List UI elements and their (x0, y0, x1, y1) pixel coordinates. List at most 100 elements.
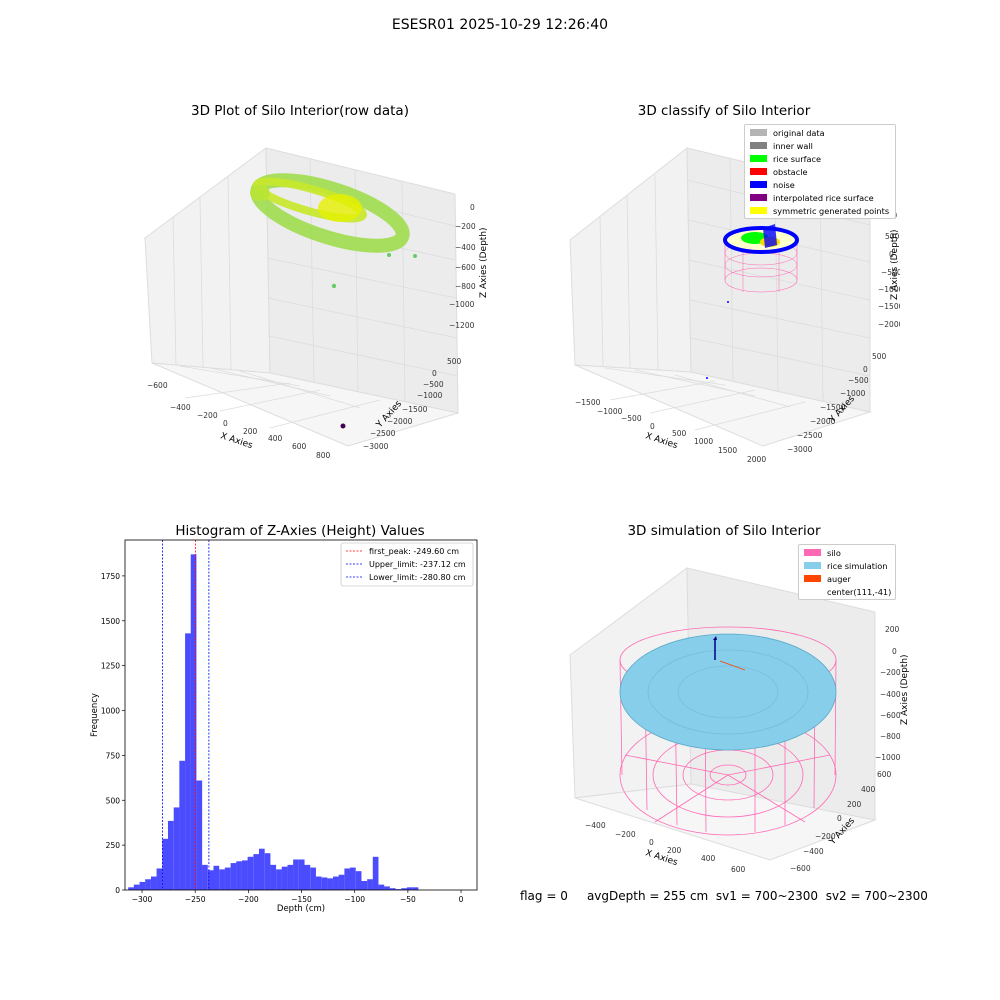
histogram-bar (355, 871, 362, 890)
classify-ytick: −500 (848, 376, 869, 385)
raw-ztick: −1000 (449, 300, 475, 309)
histogram-bar (253, 854, 260, 890)
histogram-bar (133, 884, 140, 890)
raw-point-cloud (250, 173, 417, 429)
simulation-legend-item: auger (799, 572, 895, 585)
histogram-bar (190, 554, 197, 890)
histogram-ytick-label: 0 (115, 886, 120, 895)
simulation-3d-plot: −400 −200 0 200 400 600 600 400 200 0 −2… (569, 567, 910, 874)
sim-ztick: −800 (880, 732, 901, 741)
auger (713, 636, 746, 671)
simulation-legend-item: rice simulation (799, 559, 895, 572)
avg-depth-value: avgDepth = 255 cm (586, 889, 709, 903)
sim-xtick: −200 (615, 830, 636, 839)
classify-ytick: −3000 (787, 445, 813, 454)
histogram-bar (338, 874, 345, 890)
histogram-bar (304, 864, 311, 890)
classify-ztick: 500 (885, 232, 900, 241)
histogram-bar (150, 876, 157, 890)
sim-ytick: 200 (847, 800, 862, 809)
histogram-ytick-label: 750 (106, 751, 121, 760)
simulation-legend-swatch (804, 549, 821, 556)
histogram-bar (350, 867, 356, 890)
rice-simulation-surface (619, 633, 837, 751)
raw-xtick: 600 (292, 442, 307, 451)
raw-xtick: 200 (243, 427, 258, 436)
histogram-bar (327, 878, 333, 890)
classify-ytick: −2000 (810, 417, 836, 426)
sim-ztick: −600 (880, 711, 901, 720)
histogram-xtick-label: −50 (400, 895, 416, 904)
classify-legend-label: rice surface (773, 153, 822, 164)
raw-ytick: 500 (447, 357, 462, 366)
simulation-legend-swatch (804, 562, 821, 569)
histogram-bar (384, 886, 390, 890)
histogram-reference-lines (162, 540, 210, 890)
histogram-bar (270, 864, 277, 890)
raw-xtick: 400 (268, 434, 283, 443)
sim-xtick: 400 (701, 854, 716, 863)
histogram-ytick-label: 1000 (101, 707, 120, 716)
raw-ytick: 0 (432, 369, 437, 378)
histogram-bar (202, 864, 208, 890)
histogram-bar (247, 856, 254, 890)
classify-legend-swatch (750, 168, 767, 175)
classify-xtick: 1000 (694, 437, 713, 446)
raw-ztick: −600 (455, 263, 476, 272)
raw-zlabel: Z Axies (Depth) (479, 227, 489, 298)
classified-point-cloud (706, 224, 799, 379)
classify-ytick: −1000 (840, 389, 866, 398)
raw-ztick: 0 (470, 203, 475, 212)
raw-ztick: −1200 (449, 321, 475, 330)
classify-legend-item: rice surface (745, 152, 895, 165)
classify-legend: original data inner wall rice surface obsta… (744, 124, 896, 219)
raw-xtick: 0 (223, 419, 228, 428)
sim-xtick: 600 (731, 865, 746, 874)
raw-ztick: −400 (455, 243, 476, 252)
simulation-legend-label: silo (827, 547, 841, 558)
classify-ytick: −1500 (820, 403, 846, 412)
histogram-legend: first_peak: -249.60 cm Upper_limit: -237… (340, 542, 474, 587)
classify-ztick: −500 (881, 268, 900, 277)
raw-ytick: −3000 (363, 442, 389, 451)
histogram-frame (124, 539, 478, 891)
classify-ytick: 500 (872, 352, 887, 361)
flag-value: flag = 0 (520, 889, 568, 903)
sim-ztick: −1000 (875, 753, 901, 762)
histogram-ytick-label: 1500 (101, 617, 120, 626)
classify-xtick: 2000 (747, 455, 766, 464)
histogram-bar (287, 864, 294, 890)
histogram-bar (281, 866, 288, 890)
histogram-bar (367, 879, 373, 890)
classify-legend-item: interpolated rice surface (745, 191, 895, 204)
histogram-bar (389, 888, 396, 890)
classify-3d-plot: −1500 −1000 −500 0 500 1000 1500 2000 50… (569, 146, 900, 464)
classify-ztick: −2000 (878, 320, 900, 329)
raw-plot-title: 3D Plot of Silo Interior(row data) (191, 103, 409, 119)
sim-ztick: −200 (880, 668, 901, 677)
classify-legend-swatch (750, 129, 767, 136)
histogram-bar (315, 876, 322, 890)
status-line: flag = 0 avgDepth = 255 cm sv1 = 700~230… (520, 889, 928, 903)
sim-xtick: −400 (585, 821, 606, 830)
classify-legend-swatch (750, 207, 767, 214)
classify-legend-swatch (750, 181, 767, 188)
histogram-xtick-label: −150 (291, 895, 312, 904)
simulation-legend-label: rice simulation (827, 560, 888, 571)
classify-ytick: −2500 (797, 431, 823, 440)
sim-xtick: 0 (649, 838, 654, 847)
histogram-bar (224, 867, 231, 890)
classify-legend-item: noise (745, 178, 895, 191)
raw-3d-box (144, 147, 459, 447)
raw-xtick: 800 (316, 451, 331, 460)
histogram-bar (173, 807, 180, 890)
sim-ztick: 200 (885, 625, 900, 634)
figure-title: ESESR01 2025-10-29 12:26:40 (391, 17, 609, 33)
classify-legend-label: original data (773, 127, 825, 138)
histogram-bar (167, 820, 174, 890)
legend-first-peak: first_peak: -249.60 cm (369, 547, 459, 556)
histogram-bar (310, 867, 316, 890)
histogram-bar (401, 888, 407, 890)
sim-ytick: 0 (837, 814, 842, 823)
histogram-bar (406, 887, 413, 890)
